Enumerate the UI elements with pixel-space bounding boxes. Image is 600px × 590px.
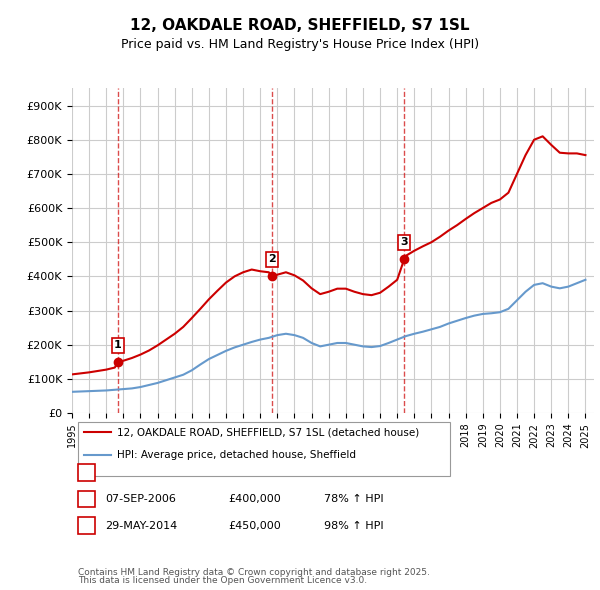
Text: 12, OAKDALE ROAD, SHEFFIELD, S7 1SL: 12, OAKDALE ROAD, SHEFFIELD, S7 1SL [130,18,470,32]
Text: 1: 1 [114,340,122,350]
Text: 1: 1 [83,468,90,477]
Text: 12, OAKDALE ROAD, SHEFFIELD, S7 1SL (detached house): 12, OAKDALE ROAD, SHEFFIELD, S7 1SL (det… [117,428,419,437]
Text: 29-MAY-2014: 29-MAY-2014 [105,521,177,530]
Text: 3: 3 [83,521,90,530]
Text: Contains HM Land Registry data © Crown copyright and database right 2025.: Contains HM Land Registry data © Crown c… [78,568,430,577]
Text: 05-SEP-1997: 05-SEP-1997 [105,468,176,477]
Text: £148,000: £148,000 [228,468,281,477]
Text: 82% ↑ HPI: 82% ↑ HPI [324,468,383,477]
Text: HPI: Average price, detached house, Sheffield: HPI: Average price, detached house, Shef… [117,450,356,460]
Text: £450,000: £450,000 [228,521,281,530]
Text: This data is licensed under the Open Government Licence v3.0.: This data is licensed under the Open Gov… [78,576,367,585]
Text: Price paid vs. HM Land Registry's House Price Index (HPI): Price paid vs. HM Land Registry's House … [121,38,479,51]
Text: 2: 2 [268,254,275,264]
Text: 07-SEP-2006: 07-SEP-2006 [105,494,176,504]
Text: £400,000: £400,000 [228,494,281,504]
Text: 3: 3 [400,237,408,247]
Text: 78% ↑ HPI: 78% ↑ HPI [324,494,383,504]
Text: 98% ↑ HPI: 98% ↑ HPI [324,521,383,530]
Text: 2: 2 [83,494,90,504]
